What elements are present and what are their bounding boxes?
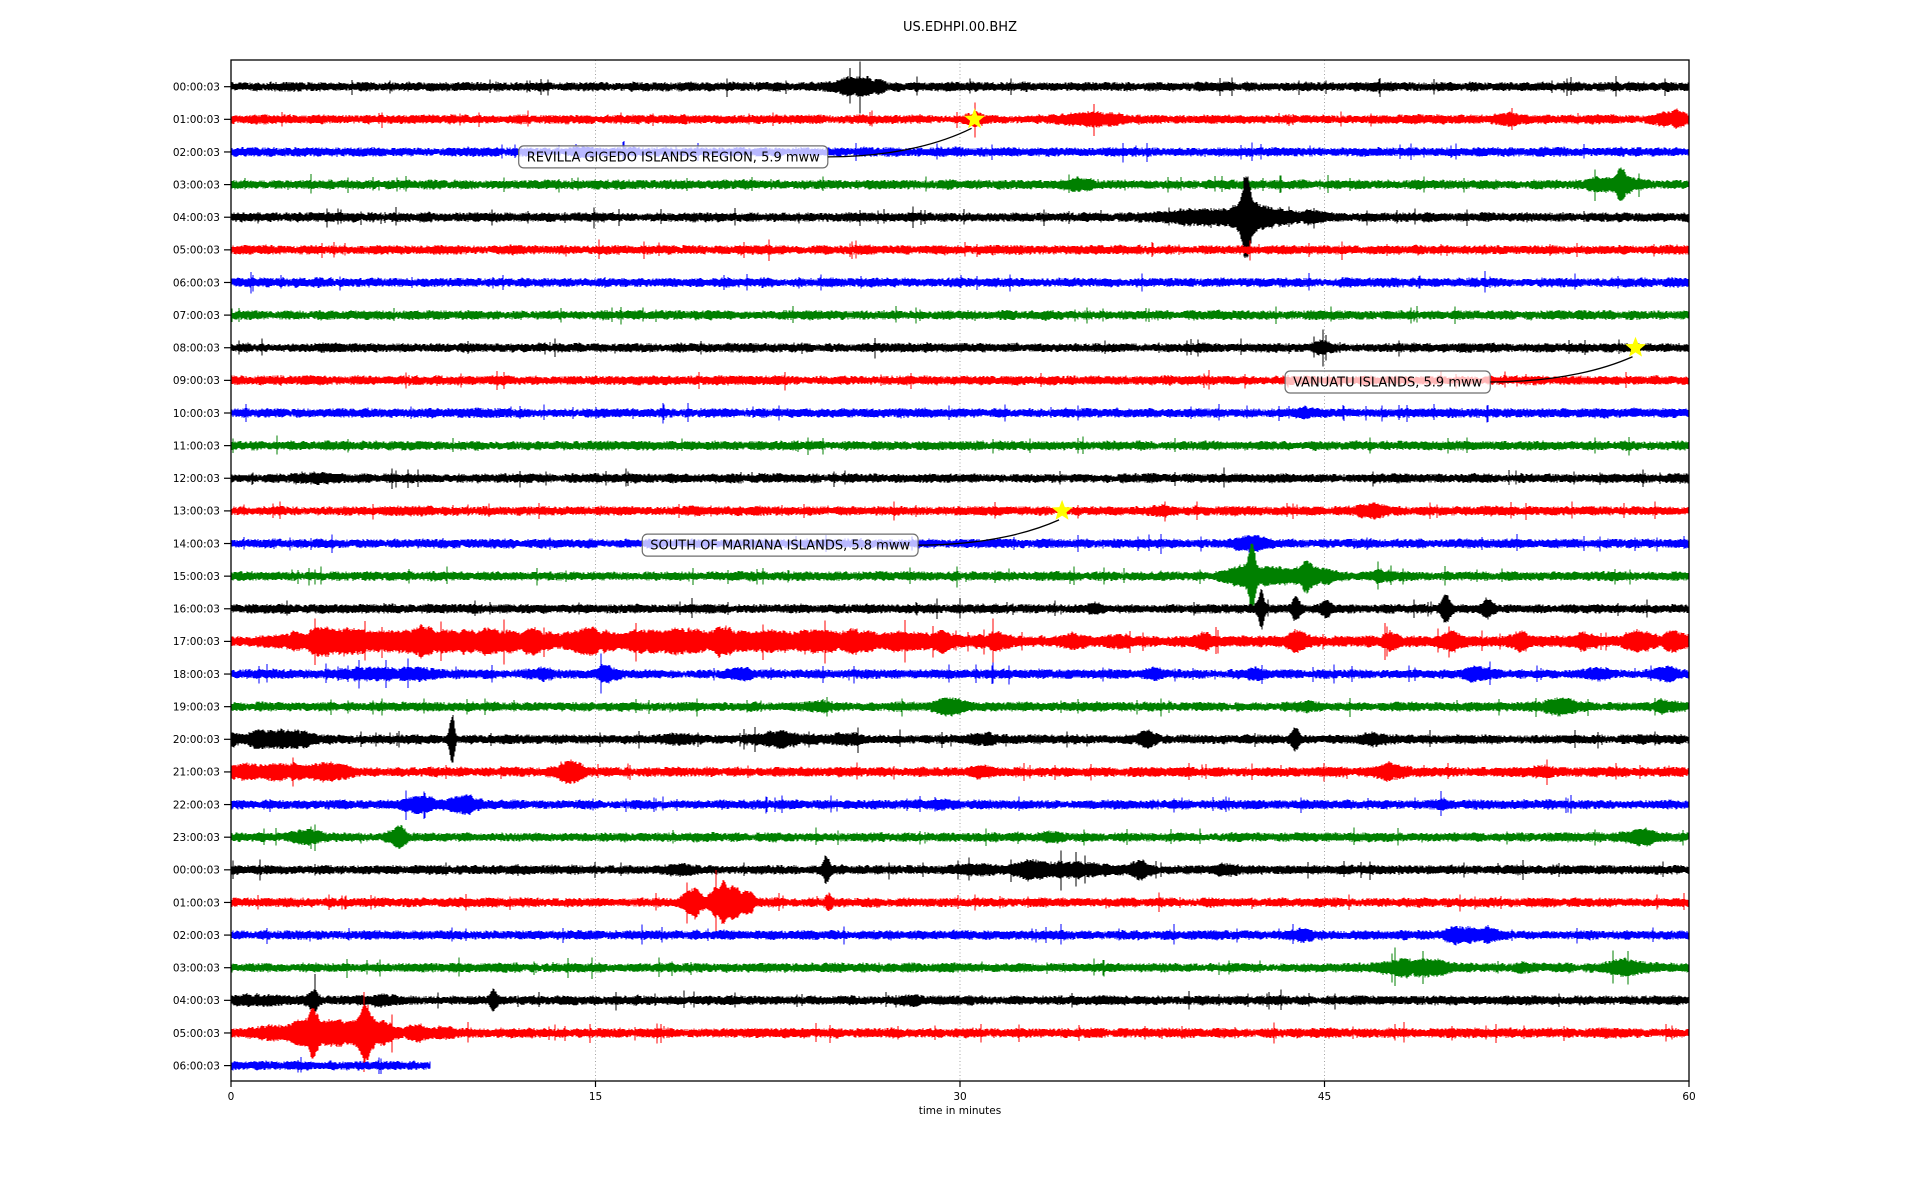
y-tick-label-6: 06:00:03: [173, 277, 220, 289]
trace-row-23-23:00:03: [231, 824, 1690, 852]
y-tick-label-22: 22:00:03: [173, 799, 220, 811]
event-leader-line: [1490, 356, 1633, 383]
trace-row-24-00:00:03: [231, 850, 1690, 891]
trace-row-19-19:00:03: [231, 696, 1690, 718]
y-tick-label-1: 01:00:03: [173, 114, 220, 126]
trace-row-27-03:00:03: [231, 947, 1690, 987]
event-leader-line: [918, 519, 1060, 546]
trace-row-8-08:00:03: [231, 329, 1690, 367]
axes-layer: 00:00:03 01:00:03 02:00:03 03:00:03 04:00:03…: [173, 59, 1696, 1103]
trace-row-4-04:00:03: [231, 176, 1690, 259]
y-tick-label-2: 02:00:03: [173, 147, 220, 159]
y-tick-label-27: 03:00:03: [173, 963, 220, 975]
y-tick-label-0: 00:00:03: [173, 82, 220, 94]
trace-row-5-05:00:03: [231, 239, 1690, 262]
y-tick-label-10: 10:00:03: [173, 408, 220, 420]
y-tick-label-12: 12:00:03: [173, 473, 220, 485]
trace-row-7-07:00:03: [231, 305, 1690, 325]
trace-row-0-00:00:03: [231, 61, 1690, 114]
event-star-icon: [1051, 499, 1073, 520]
event-leader-line: [827, 127, 972, 158]
x-tick-label-15: 15: [589, 1091, 602, 1103]
event-annotations-layer: REVILLA GIGEDO ISLANDS REGION, 5.9 mww VA…: [518, 108, 1646, 557]
x-tick-label-60: 60: [1682, 1091, 1695, 1103]
grid-layer: [595, 60, 1325, 1081]
y-tick-label-24: 00:00:03: [173, 865, 220, 877]
y-tick-label-7: 07:00:03: [173, 310, 220, 322]
y-tick-label-14: 14:00:03: [173, 538, 220, 550]
y-tick-label-13: 13:00:03: [173, 506, 220, 518]
trace-row-12-12:00:03: [231, 467, 1690, 490]
event-annotation-label: SOUTH OF MARIANA ISLANDS, 5.8 mww: [650, 539, 910, 554]
trace-row-11-11:00:03: [231, 435, 1690, 456]
y-tick-label-26: 02:00:03: [173, 930, 220, 942]
event-annotation-1: VANUATU ISLANDS, 5.9 mww: [1284, 336, 1646, 394]
trace-row-15-15:00:03: [231, 543, 1690, 609]
trace-row-21-21:00:03: [231, 757, 1690, 787]
trace-row-10-10:00:03: [231, 403, 1690, 424]
trace-row-26-02:00:03: [231, 923, 1690, 946]
y-tick-label-16: 16:00:03: [173, 604, 220, 616]
y-tick-label-18: 18:00:03: [173, 669, 220, 681]
y-tick-label-5: 05:00:03: [173, 245, 220, 257]
y-tick-label-20: 20:00:03: [173, 734, 220, 746]
trace-row-29-05:00:03: [231, 992, 1690, 1073]
event-annotation-2: SOUTH OF MARIANA ISLANDS, 5.8 mww: [641, 499, 1073, 557]
event-star-icon: [1625, 336, 1646, 357]
trace-row-22-22:00:03: [231, 790, 1690, 820]
trace-row-25-01:00:03: [231, 869, 1690, 934]
y-tick-label-9: 09:00:03: [173, 375, 220, 387]
x-axis-label: time in minutes: [919, 1105, 1001, 1117]
y-tick-label-17: 17:00:03: [173, 636, 220, 648]
y-tick-label-8: 08:00:03: [173, 343, 220, 355]
y-tick-label-23: 23:00:03: [173, 832, 220, 844]
trace-row-20-20:00:03: [231, 715, 1690, 763]
y-tick-label-21: 21:00:03: [173, 767, 220, 779]
trace-row-18-18:00:03: [231, 653, 1690, 694]
trace-row-17-17:00:03: [231, 618, 1690, 666]
trace-row-13-13:00:03: [231, 501, 1690, 522]
y-tick-label-25: 01:00:03: [173, 897, 220, 909]
x-tick-label-45: 45: [1318, 1091, 1331, 1103]
trace-row-28-04:00:03: [231, 974, 1690, 1026]
y-tick-label-29: 05:00:03: [173, 1028, 220, 1040]
y-tick-label-28: 04:00:03: [173, 995, 220, 1007]
y-tick-label-4: 04:00:03: [173, 212, 220, 224]
y-tick-label-30: 06:00:03: [173, 1060, 220, 1072]
trace-row-1-01:00:03: [231, 102, 1690, 138]
x-tick-label-30: 30: [953, 1091, 966, 1103]
event-annotation-label: VANUATU ISLANDS, 5.9 mww: [1293, 376, 1483, 391]
trace-row-3-03:00:03: [231, 167, 1690, 202]
event-annotation-label: REVILLA GIGEDO ISLANDS REGION, 5.9 mww: [527, 150, 820, 165]
y-tick-label-15: 15:00:03: [173, 571, 220, 583]
y-tick-label-3: 03:00:03: [173, 179, 220, 191]
trace-row-14-14:00:03: [231, 534, 1690, 555]
y-tick-label-19: 19:00:03: [173, 701, 220, 713]
event-star-icon: [964, 108, 985, 129]
trace-layer: [231, 61, 1690, 1074]
trace-row-6-06:00:03: [231, 271, 1690, 294]
trace-row-2-02:00:03: [231, 140, 1690, 163]
trace-row-30-06:00:03: [231, 1057, 431, 1074]
x-tick-label-0: 0: [228, 1091, 235, 1103]
plot-title: US.EDHPI.00.BHZ: [903, 20, 1017, 35]
trace-row-16-16:00:03: [231, 589, 1690, 630]
event-annotation-0: REVILLA GIGEDO ISLANDS REGION, 5.9 mww: [518, 108, 985, 169]
y-tick-label-11: 11:00:03: [173, 440, 220, 452]
